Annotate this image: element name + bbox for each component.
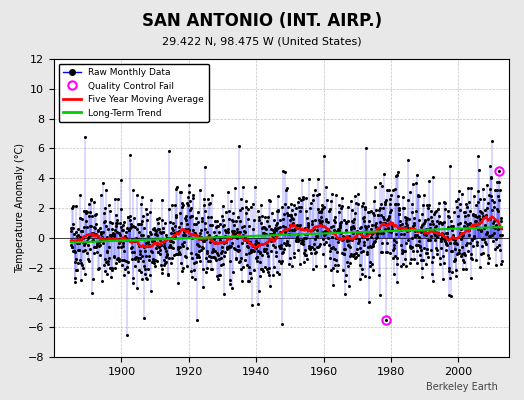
Text: SAN ANTONIO (INT. AIRP.): SAN ANTONIO (INT. AIRP.) (142, 12, 382, 30)
Y-axis label: Temperature Anomaly (°C): Temperature Anomaly (°C) (15, 143, 25, 273)
Text: Berkeley Earth: Berkeley Earth (426, 382, 498, 392)
Text: 29.422 N, 98.475 W (United States): 29.422 N, 98.475 W (United States) (162, 36, 362, 46)
Legend: Raw Monthly Data, Quality Control Fail, Five Year Moving Average, Long-Term Tren: Raw Monthly Data, Quality Control Fail, … (59, 64, 209, 122)
